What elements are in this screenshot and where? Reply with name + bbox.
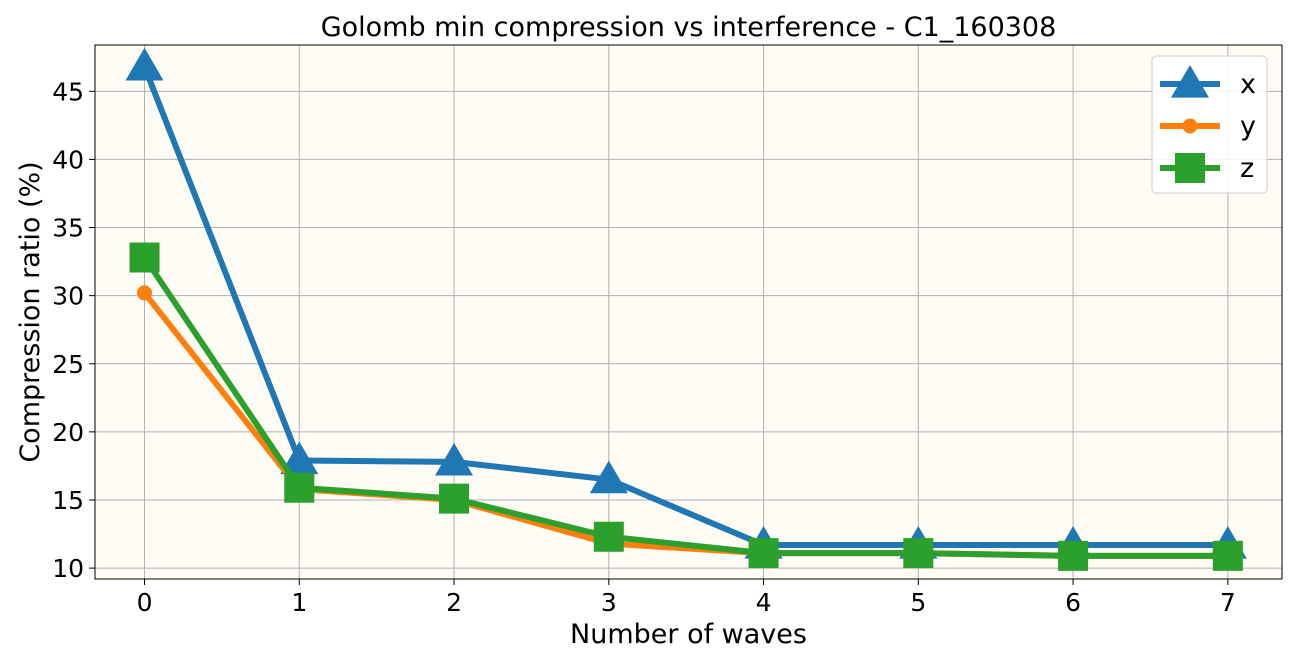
y-tick-label: 35: [52, 214, 84, 243]
data-point-y: [137, 285, 153, 301]
y-tick-label: 40: [52, 145, 84, 174]
x-tick-label: 1: [291, 588, 307, 617]
data-point-z: [748, 538, 779, 569]
x-tick-label: 0: [137, 588, 153, 617]
data-point-z: [903, 538, 934, 569]
plot-frame: [94, 44, 1283, 580]
y-tick-label: 45: [52, 77, 84, 106]
data-point-z: [439, 483, 470, 514]
legend-marker: [1175, 153, 1205, 183]
data-point-z: [129, 242, 160, 273]
legend-entry-y: y: [1160, 111, 1256, 142]
legend-label: x: [1240, 69, 1256, 100]
data-point-z: [284, 472, 315, 503]
legend-entry-x: x: [1160, 65, 1256, 100]
series-line-x: [141, 63, 1231, 548]
y-axis-label: Compression ratio (%): [15, 161, 46, 462]
x-axis-label: Number of waves: [570, 619, 807, 650]
data-point-z: [1212, 540, 1243, 571]
legend-entry-z: z: [1160, 153, 1254, 184]
y-tick-label: 20: [52, 418, 84, 447]
legend-label: y: [1240, 111, 1256, 142]
x-tick-label: 4: [756, 588, 772, 617]
x-tick-label: 2: [446, 588, 462, 617]
legend: xyz: [1151, 55, 1268, 194]
grid: [95, 45, 1282, 579]
x-tick-label: 3: [601, 588, 617, 617]
data-point-x: [589, 460, 628, 494]
data-point-x: [125, 47, 164, 81]
chart-title: Golomb min compression vs interference -…: [321, 12, 1057, 43]
data-point-x: [280, 441, 319, 475]
series-line-z: [141, 254, 1231, 559]
plot-background: [95, 45, 1282, 579]
y-tick-label: 15: [52, 486, 84, 515]
series-layer: [125, 47, 1247, 571]
y-tick-label: 10: [52, 554, 84, 583]
y-tick-label: 30: [52, 282, 84, 311]
x-tick-label: 7: [1220, 588, 1236, 617]
legend-label: z: [1240, 153, 1254, 184]
data-point-z: [1058, 540, 1089, 571]
legend-marker: [1171, 65, 1209, 98]
x-tick-label: 6: [1065, 588, 1081, 617]
legend-marker: [1182, 118, 1198, 134]
series-z: [129, 242, 1243, 571]
data-point-z: [593, 521, 624, 552]
y-tick-label: 25: [52, 350, 84, 379]
data-point-x: [435, 442, 474, 476]
x-tick-label: 5: [910, 588, 926, 617]
